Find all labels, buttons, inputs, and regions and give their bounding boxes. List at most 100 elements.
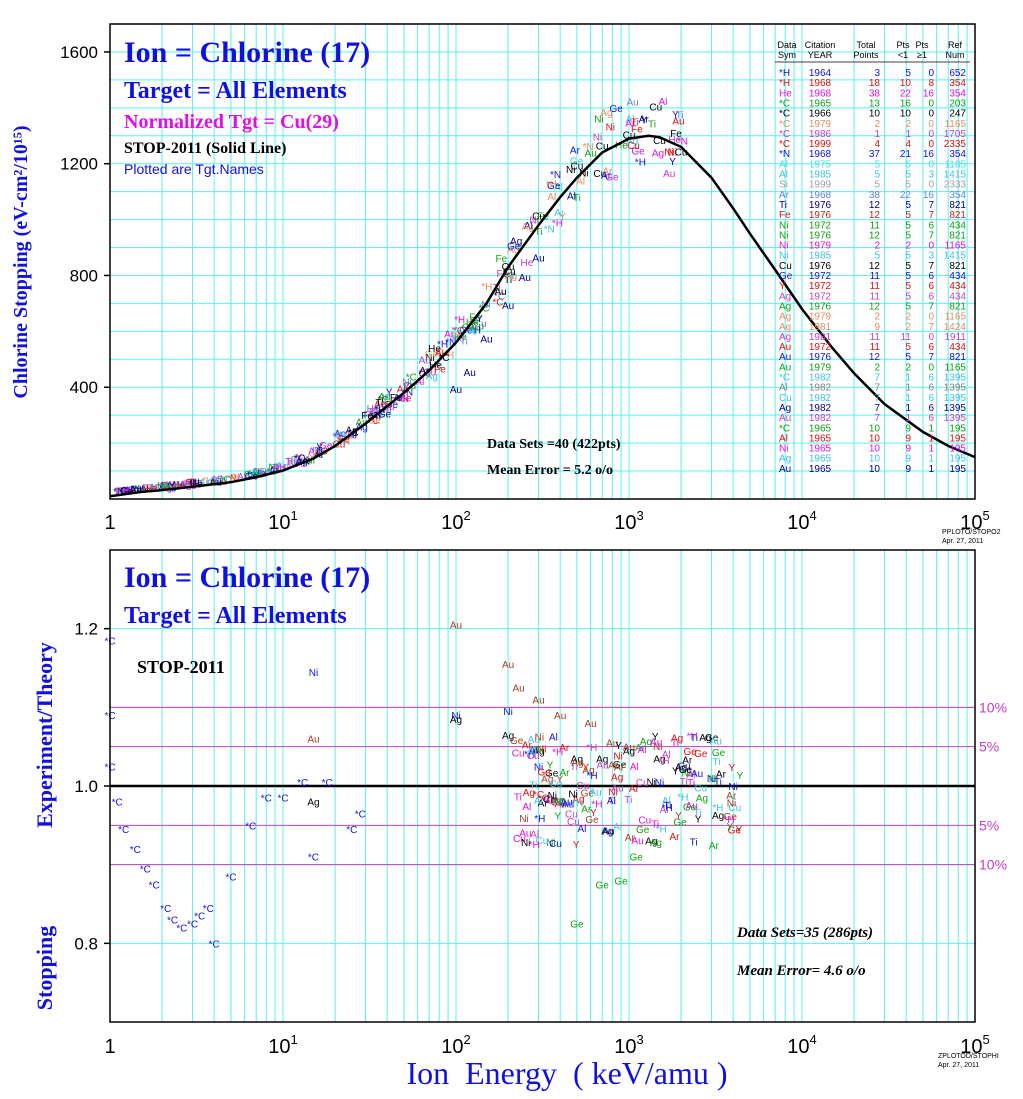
data-point-label: Ge <box>510 736 524 747</box>
data-point-label: Ni <box>566 165 575 176</box>
data-point-label: Ti <box>253 467 261 478</box>
table-cell: 2 <box>874 312 880 323</box>
table-cell: 195 <box>949 433 966 444</box>
data-point-label: *C <box>547 798 558 809</box>
table-cell: *N <box>779 149 790 160</box>
data-point-label: *C <box>297 778 308 789</box>
data-point-label: Au <box>419 355 431 366</box>
data-point-label: *C <box>332 431 343 442</box>
data-point-label: Ar <box>629 784 640 795</box>
data-point-label: Au <box>130 485 142 496</box>
table-cell: 1395 <box>944 403 967 414</box>
data-point-label: Ni <box>529 216 538 227</box>
data-point-label: Ni <box>728 782 737 793</box>
data-point-label: Cu <box>369 407 382 418</box>
data-point-label: Au <box>631 836 643 847</box>
data-point-label: Au <box>585 148 597 159</box>
data-point-label: Ag <box>510 236 522 247</box>
data-point-label: Ge <box>596 880 610 891</box>
data-point-label: Al <box>529 746 538 757</box>
data-point-label: *H <box>172 481 183 492</box>
data-point-label: Cu <box>649 103 662 114</box>
data-point-label: Ni <box>608 787 617 798</box>
data-point-label: Al <box>658 97 667 108</box>
table-cell: Al <box>779 159 788 170</box>
data-point-label: *N <box>247 471 258 482</box>
table-cell: 10 <box>869 109 881 120</box>
table-cell: 3 <box>928 251 934 262</box>
data-point-label: Ar <box>159 481 170 492</box>
table-cell: 2335 <box>944 139 967 150</box>
table-cell: 1 <box>905 383 911 394</box>
data-point-label: Al <box>662 750 671 761</box>
data-point-label: *C <box>533 790 544 801</box>
data-point-label: Fe <box>361 411 373 422</box>
table-cell: 12 <box>869 352 881 363</box>
data-point-label: Ni <box>230 473 239 484</box>
table-cell: 16 <box>900 98 912 109</box>
data-point-label: Ag <box>160 483 172 494</box>
table-cell: *C <box>779 373 790 384</box>
data-point-label: Ni <box>593 133 602 144</box>
band-label: 5% <box>979 739 999 755</box>
data-point-label: Ar <box>419 366 430 377</box>
data-point-label: Au <box>686 801 698 812</box>
data-point-label: *H <box>635 158 646 169</box>
data-point-label: Ge <box>605 173 619 184</box>
data-point-label: Ni <box>579 169 588 180</box>
x-tick-label: 104 <box>787 1032 816 1058</box>
data-point-label: Au <box>237 472 249 483</box>
table-cell: 10 <box>869 464 881 475</box>
y-tick-label: 0.8 <box>74 934 98 953</box>
data-point-label: Au <box>378 392 390 403</box>
data-point-label: Ni <box>451 711 460 722</box>
data-point-label: *N <box>159 481 170 492</box>
data-point-label: *N <box>402 387 413 398</box>
data-point-label: Al <box>549 733 558 744</box>
data-point-label: Au <box>397 384 409 395</box>
data-point-label: Y <box>556 775 563 786</box>
data-point-label: Ge <box>581 788 595 799</box>
data-point-label: Au <box>480 335 492 346</box>
data-point-label: Au <box>307 735 319 746</box>
data-point-label: Al <box>530 830 539 841</box>
data-point-label: Al <box>534 796 543 807</box>
data-point-label: Ar <box>199 478 210 489</box>
data-point-label: Au <box>560 797 572 808</box>
data-point-label: Ti <box>375 398 383 409</box>
data-point-label: Al <box>524 221 533 232</box>
data-point-label: *C <box>221 475 232 486</box>
table-cell: 0 <box>928 139 934 150</box>
table-cell: 5 <box>905 180 911 191</box>
table-cell: 10 <box>869 433 881 444</box>
data-point-label: Ge <box>613 760 627 771</box>
table-cell: *C <box>779 98 790 109</box>
data-point-label: Ag <box>532 747 544 758</box>
data-point-label: Ni <box>521 838 530 849</box>
data-point-label: *C <box>140 865 151 876</box>
data-point-label: He <box>367 404 380 415</box>
table-cell: 1972 <box>809 271 832 282</box>
data-point-label: Ag <box>522 222 534 233</box>
data-point-label: *H <box>481 282 492 293</box>
data-point-label: Au <box>650 738 662 749</box>
table-cell: 1964 <box>809 68 832 79</box>
data-point-label: Fe <box>142 484 154 495</box>
top-footer-1: PPLOTO/STOPO2 <box>942 529 1001 536</box>
bottom-y-ticks: 0.8 1.0 1.2 <box>74 620 110 953</box>
table-cell: 1705 <box>944 129 967 140</box>
data-point-label: He <box>157 481 170 492</box>
data-point-label: Ni <box>371 407 380 418</box>
table-cell: 5 <box>874 170 880 181</box>
data-point-label: Ge <box>585 815 599 826</box>
data-point-label: Ar <box>230 473 241 484</box>
data-point-label: Fe <box>183 479 195 490</box>
data-point-label: Au <box>374 400 386 411</box>
table-cell: 0 <box>928 312 934 323</box>
data-point-label: Ni <box>653 742 662 753</box>
data-point-label: *H <box>723 815 734 826</box>
table-cell: 1165 <box>944 241 966 252</box>
data-point-label: Cu <box>333 440 346 451</box>
data-point-label: Ge <box>683 803 697 814</box>
data-point-label: *C <box>308 853 319 864</box>
